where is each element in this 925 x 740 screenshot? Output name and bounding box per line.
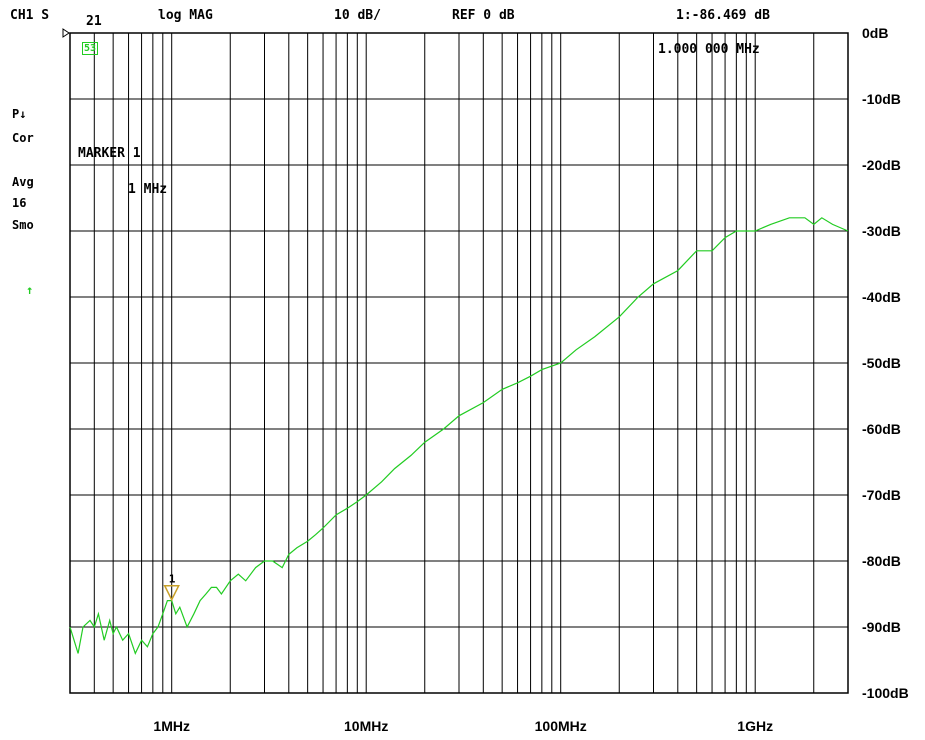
correction-label: Cor xyxy=(12,131,34,145)
y-tick-label: -20dB xyxy=(862,157,901,173)
p-flag: P↓ xyxy=(12,107,27,121)
x-tick-label: 1GHz xyxy=(737,718,774,734)
y-tick-label: -30dB xyxy=(862,223,901,239)
scale-label: 10 dB/ xyxy=(334,8,381,23)
marker-frequency: 1 MHz xyxy=(128,182,168,197)
averaging-label: Avg xyxy=(12,175,34,189)
y-tick-label: -70dB xyxy=(862,487,901,503)
marker-triangle-icon xyxy=(163,584,180,602)
x-tick-label: 100MHz xyxy=(534,718,587,734)
y-tick-label: 0dB xyxy=(862,25,889,41)
y-tick-label: -80dB xyxy=(862,553,901,569)
x-tick-label: 1MHz xyxy=(153,718,190,734)
y-tick-label: -90dB xyxy=(862,619,901,635)
channel-label: CH1 S xyxy=(10,8,50,23)
x-tick-label: 10MHz xyxy=(344,718,389,734)
format-label: log MAG xyxy=(158,8,213,23)
trace-line xyxy=(69,217,849,655)
marker-frequency-readout: 1.000 000 MHz xyxy=(658,42,760,57)
averaging-count: 16 xyxy=(12,196,27,210)
y-tick-label: -50dB xyxy=(862,355,901,371)
smoothing-label: Smo xyxy=(12,218,34,232)
reference-level-icon xyxy=(62,28,70,38)
y-tick-label: -40dB xyxy=(862,289,901,305)
bandwidth-indicator: 53 xyxy=(82,42,99,55)
y-tick-label: -60dB xyxy=(862,421,901,437)
arrow-up-icon: ↑ xyxy=(26,283,34,297)
marker-number: 1 xyxy=(169,573,176,586)
marker-readout: 1:-86.469 dB xyxy=(676,8,770,23)
param-label: 21 xyxy=(86,14,102,29)
plot-frame xyxy=(69,32,849,694)
y-tick-label: -10dB xyxy=(862,91,901,107)
ref-label: REF 0 dB xyxy=(452,8,515,23)
y-tick-label: -100dB xyxy=(862,685,909,701)
marker-title: MARKER 1 xyxy=(78,146,141,161)
